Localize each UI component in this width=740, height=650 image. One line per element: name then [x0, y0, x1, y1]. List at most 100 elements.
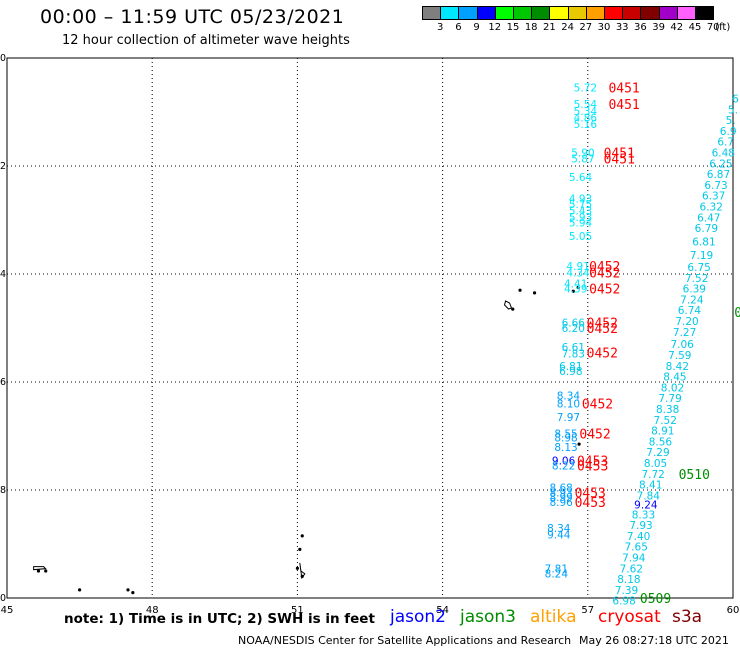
pass-time-label: 0510 [679, 468, 710, 483]
pass-time-label: 0451 [604, 147, 635, 162]
swh-reading: 6.39 [683, 284, 706, 296]
swh-reading: 4.41 [564, 279, 587, 291]
swh-reading: 8.38 [656, 404, 679, 416]
map-title: 00:00 – 11:59 UTC 05/23/2021 [40, 6, 345, 28]
swh-reading: 8.18 [617, 574, 640, 586]
island-14 [300, 534, 304, 538]
pass-time-label: 0451 [608, 82, 639, 97]
legend-label-1: 6 [455, 22, 462, 33]
pass-time-label: 0452 [587, 346, 618, 361]
swh-reading: 6.9 [720, 126, 737, 138]
swh-reading: 6.20 [562, 323, 585, 335]
swh-reading: 7.27 [673, 327, 696, 339]
swh-reading: 7.65 [625, 542, 648, 554]
swh-reading: 6.48 [712, 148, 735, 160]
swh-reading: 8.34 [557, 391, 581, 403]
swh-reading: 5.94 [569, 218, 593, 230]
swh-reading: 6.37 [702, 191, 725, 203]
swh-reading: 7.72 [641, 469, 664, 481]
swh-reading: 8.05 [644, 458, 667, 470]
swh-reading: 5.16 [574, 119, 598, 131]
legend-label-10: 33 [615, 22, 629, 33]
pass-time-label: 0452 [589, 266, 620, 281]
swh-reading: 7.52 [654, 415, 677, 427]
map-frame [6, 57, 734, 599]
swh-reading: 5.87 [571, 153, 594, 165]
swh-reading: 5.54 [574, 99, 598, 111]
swh-reading: 6.98 [559, 366, 582, 378]
legend-swatch-15 [695, 6, 715, 20]
lat-tick-label: -6 [0, 377, 6, 388]
island-farquhar [299, 562, 306, 580]
legend-label-4: 15 [506, 22, 520, 33]
swh-reading: 6.25 [709, 158, 732, 170]
swh-reading: 7.29 [646, 447, 669, 459]
swh-reading: 6.7 [717, 137, 734, 149]
lat-tick-label: -8 [0, 485, 6, 496]
legend-label-13: 42 [670, 22, 684, 33]
lon-tick-label: 57 [581, 605, 594, 616]
swh-reading: 7.40 [627, 531, 650, 543]
legend-label-0: 3 [437, 22, 444, 33]
swh-reading: 6 [732, 94, 739, 106]
swh-reading: 5.93 [569, 212, 592, 224]
pass-time-label: 0452 [587, 322, 618, 337]
swh-reading: 7.93 [629, 520, 652, 532]
swh-reading: 5. [728, 104, 738, 116]
island-9 [36, 569, 41, 573]
swh-reading: 6.47 [697, 212, 720, 224]
swh-reading: 4.86 [574, 112, 598, 124]
swh-reading: 8.99 [549, 492, 572, 504]
legend-label-8: 27 [579, 22, 593, 33]
lon-tick-label: 51 [291, 605, 304, 616]
swh-reading: 5.72 [574, 83, 597, 95]
swh-reading: 8.98 [554, 433, 577, 445]
pass-time-label: 0452 [579, 427, 610, 442]
swh-reading: 4.93 [569, 193, 592, 205]
swh-reading: 4.34 [566, 267, 590, 279]
swh-reading: 4.91 [566, 261, 589, 273]
island-10 [44, 569, 48, 573]
swh-reading: 8.55 [554, 428, 577, 440]
lon-tick-label: 45 [1, 605, 14, 616]
pass-time-label: 0452 [589, 260, 620, 275]
swh-reading: 6.66 [562, 318, 586, 330]
swh-reading: 7.24 [680, 294, 704, 306]
swh-reading: 8.22 [552, 461, 575, 473]
swh-reading: 7.39 [615, 585, 638, 597]
island-aldabra [33, 566, 47, 571]
island-1 [518, 288, 522, 292]
island-2 [532, 291, 537, 295]
swh-reading: 5.05 [569, 231, 592, 243]
island-8 [295, 566, 299, 570]
island-5 [577, 442, 581, 446]
swh-reading: 7.19 [690, 250, 713, 262]
swh-reading: 7.81 [545, 563, 568, 575]
swh-reading: 8.34 [547, 523, 571, 535]
swh-reading: 8.68 [549, 482, 572, 494]
island-mahe [503, 300, 513, 310]
swh-reading: 6.81 [692, 237, 715, 249]
satellite-cryosat: cryosat [598, 607, 661, 627]
swh-reading: 8.42 [666, 361, 689, 373]
swh-reading: 9.06 [552, 455, 576, 467]
legend-label-9: 30 [597, 22, 611, 33]
swh-reading: 5.34 [574, 106, 598, 118]
swh-reading: 7.83 [562, 348, 585, 360]
swh-reading: 6.75 [687, 262, 710, 274]
swh-reading: 7.97 [557, 412, 580, 424]
swh-reading: 8.02 [661, 382, 684, 394]
legend-label-11: 36 [634, 22, 647, 33]
swh-reading: 7.59 [668, 350, 691, 362]
swh-reading: 7.94 [622, 553, 646, 565]
lon-tick-label: 60 [727, 605, 740, 616]
swh-reading: 6.98 [612, 596, 635, 608]
island-12 [131, 591, 135, 595]
swh-reading: 8.24 [545, 569, 569, 581]
satellite-jason3: jason3 [460, 607, 516, 627]
swh-reading: 5.43 [569, 205, 592, 217]
legend-label-12: 39 [652, 22, 665, 33]
swh-reading: 6.61 [562, 342, 585, 354]
swh-reading: 6.81 [559, 361, 582, 373]
pass-time-label: 0509 [640, 592, 671, 607]
